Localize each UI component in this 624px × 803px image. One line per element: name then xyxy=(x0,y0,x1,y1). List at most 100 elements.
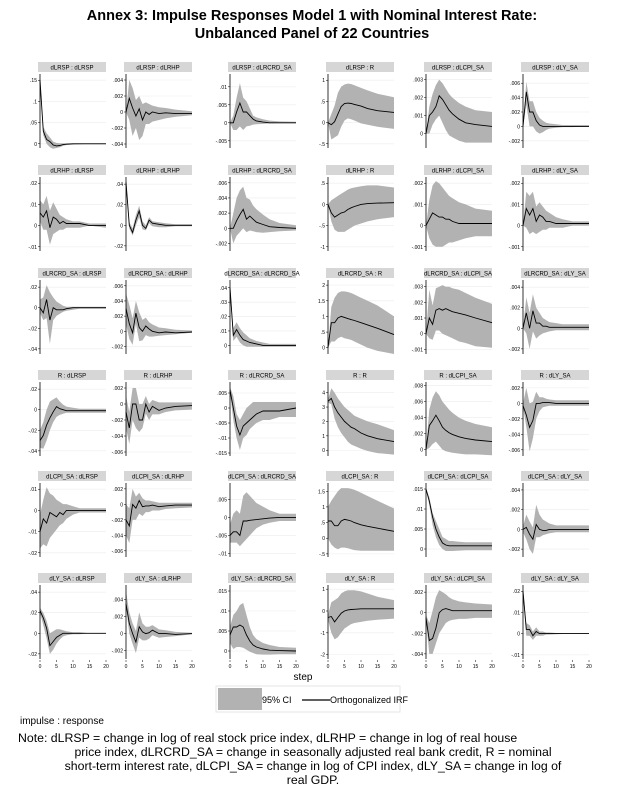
y-tick-label: .006 xyxy=(113,284,123,290)
ci-band xyxy=(328,488,394,551)
irf-panel: dLRSP : dLRSP 0 .05 .1 .15 xyxy=(30,62,106,149)
panel-title: dLY_SA : dLCPI_SA xyxy=(431,577,485,583)
y-tick-label: .006 xyxy=(510,81,520,87)
y-tick-label: .002 xyxy=(413,181,423,187)
y-tick-label: .001 xyxy=(413,202,423,208)
panel-title: dLY_SA : dLRCRD_SA xyxy=(231,577,293,583)
irf-panel: R : R 0 1 2 3 4 xyxy=(322,370,395,456)
irf-panel: dLRSP : R -.5 0 .5 1 xyxy=(319,62,395,148)
y-tick-label: 0 xyxy=(322,536,325,542)
y-tick-label: .02 xyxy=(30,611,37,617)
x-tick-label: 0 xyxy=(39,664,42,670)
y-tick-label: 2 xyxy=(322,419,325,425)
y-tick-label: 3 xyxy=(322,405,325,411)
irf-panel: dLRHP : dLRHP -.02 0 .02 .04 xyxy=(114,165,192,251)
y-tick-label: -.02 xyxy=(28,428,37,434)
irf-panel: dLRHP : dLCPI_SA -.001 0 .001 .002 xyxy=(412,165,492,251)
impulse-response-label: impulse : response xyxy=(20,716,104,727)
y-tick-label: 1 xyxy=(322,314,325,320)
y-tick-label: -.002 xyxy=(112,518,124,524)
y-tick-label: -.002 xyxy=(509,417,521,423)
irf-line xyxy=(425,608,492,642)
panel-title: dLRHP : dLRCRD_SA xyxy=(232,169,292,175)
ci-band xyxy=(523,294,589,349)
panel-title-strip xyxy=(124,471,192,481)
panel-title: dLCPI_SA : dLRCRD_SA xyxy=(228,475,296,481)
irf-line xyxy=(522,591,589,637)
y-tick-label: -.01 xyxy=(511,653,520,659)
y-tick-label: -.002 xyxy=(112,649,124,655)
y-tick-label: .015 xyxy=(217,589,227,595)
x-tick-label: 20 xyxy=(293,664,299,670)
y-tick-label: 1 xyxy=(322,505,325,511)
y-tick-label: 0 xyxy=(322,448,325,454)
panel-title-strip xyxy=(228,62,296,72)
ci-band xyxy=(230,83,296,130)
x-tick-label: 15 xyxy=(375,664,381,670)
panel-title-strip xyxy=(228,573,296,583)
irf-line xyxy=(425,94,493,134)
y-tick-label: .004 xyxy=(510,488,520,494)
y-tick-label: -.001 xyxy=(412,347,424,353)
panel-title-strip xyxy=(424,370,492,380)
irf-line xyxy=(425,308,493,334)
note-line: price index, dLRCRD_SA = change in seaso… xyxy=(74,745,552,759)
panel-title: dLCPI_SA : R xyxy=(341,475,379,481)
ci-band xyxy=(328,83,394,140)
y-tick-label: -.002 xyxy=(216,241,228,247)
y-tick-label: -2 xyxy=(321,653,326,659)
irf-panel: R : dLRSP -.04 -.02 0 .02 xyxy=(28,370,106,456)
panel-title-strip xyxy=(521,370,589,380)
panel-title: dLY_SA : dLY_SA xyxy=(531,577,579,583)
page-title: Annex 3: Impulse Responses Model 1 with … xyxy=(0,7,624,43)
y-tick-label: -.01 xyxy=(218,436,227,442)
y-tick-label: 0 xyxy=(420,224,423,230)
y-tick-label: .002 xyxy=(113,94,123,100)
y-tick-label: -.001 xyxy=(509,245,521,251)
x-tick-label: 20 xyxy=(103,664,109,670)
y-tick-label: .02 xyxy=(30,285,37,291)
irf-panel: dLRCRD_SA : dLCPI_SA -.001 0 .001 .002 .003 xyxy=(412,268,493,354)
y-tick-label: .01 xyxy=(220,329,227,335)
y-tick-label: 1.5 xyxy=(318,299,325,305)
y-tick-label: -.001 xyxy=(412,245,424,251)
x-tick-label: 15 xyxy=(473,664,479,670)
y-tick-label: -.006 xyxy=(112,549,124,555)
y-tick-label: .002 xyxy=(413,300,423,306)
y-tick-label: .01 xyxy=(513,610,520,616)
y-tick-label: -.02 xyxy=(28,326,37,332)
panel-title-strip xyxy=(326,471,394,481)
y-tick-label: -.02 xyxy=(28,551,37,557)
legend: 95% CI Orthogonalized IRF xyxy=(215,685,409,713)
x-tick-label: 5 xyxy=(141,664,144,670)
irf-panel: dLCPI_SA : dLRSP -.02 -.01 0 .01 xyxy=(28,471,106,557)
irf-line xyxy=(230,208,297,229)
y-tick-label: -.006 xyxy=(112,450,124,456)
irf-line xyxy=(125,182,192,234)
irf-line xyxy=(39,610,106,647)
note-line: real GDP. xyxy=(286,773,340,787)
y-tick-label: -.005 xyxy=(216,533,228,539)
ci-band xyxy=(126,293,192,345)
y-tick-label: .002 xyxy=(510,508,520,514)
y-tick-label: -1 xyxy=(321,245,326,251)
y-tick-label: 0 xyxy=(120,110,123,116)
panel-title: dLY_SA : dLRHP xyxy=(135,577,181,583)
panel-title: dLRCRD_SA : dLRHP xyxy=(128,272,187,278)
y-tick-label: .002 xyxy=(413,590,423,596)
irf-line xyxy=(125,96,192,122)
panel-title-strip xyxy=(38,165,106,175)
y-tick-label: -.004 xyxy=(412,652,424,658)
y-tick-label: .02 xyxy=(30,387,37,393)
irf-line xyxy=(125,308,193,335)
x-tick-label: 15 xyxy=(173,664,179,670)
y-tick-label: .015 xyxy=(413,487,423,493)
y-tick-label: 0 xyxy=(120,223,123,229)
y-tick-label: -.01 xyxy=(28,530,37,536)
panel-title: dLRHP : R xyxy=(346,169,375,175)
y-tick-label: .004 xyxy=(510,285,520,291)
y-tick-label: .5 xyxy=(321,181,325,187)
irf-line xyxy=(425,414,493,450)
irf-panel: dLCPI_SA : dLRCRD_SA -.01 -.005 0 .005 xyxy=(216,471,296,557)
panel-title: dLRSP : R xyxy=(346,66,375,72)
